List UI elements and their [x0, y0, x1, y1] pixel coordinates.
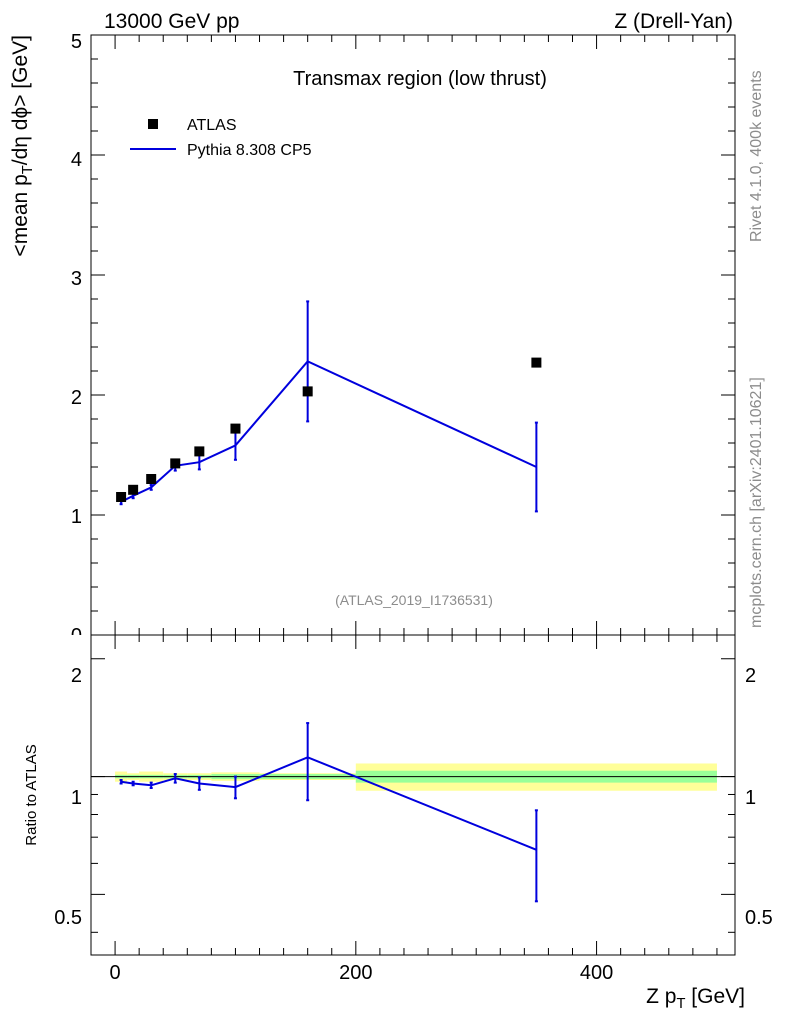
header-right: Z (Drell-Yan)	[614, 10, 733, 33]
data-point	[116, 492, 127, 502]
data-point	[531, 357, 542, 368]
mc-line	[120, 360, 537, 503]
ratio-y-tick-labels-left: 0.5 1 2	[54, 665, 82, 929]
mc-series	[119, 300, 538, 513]
header-left: 13000 GeV pp	[104, 10, 239, 33]
data-point	[146, 474, 157, 484]
y-axis-title: <mean pT/dη dϕ> [GeV]	[9, 35, 36, 257]
ratio-uncertainty-band	[91, 763, 735, 791]
data-point	[230, 423, 241, 434]
legend-data-label: ATLAS	[187, 117, 237, 134]
ratio-tick-label: 2	[71, 665, 82, 687]
analysis-label: (ATLAS_2019_I1736531)	[335, 592, 493, 608]
x-tick-label: 200	[339, 962, 372, 984]
ratio-series	[119, 722, 538, 903]
ratio-tick-label: 1	[71, 787, 82, 809]
y-tick-labels: 1 2 3 4 5	[71, 31, 82, 528]
x-tick-label: 400	[580, 962, 613, 984]
y-tick-label: 1	[71, 506, 82, 528]
rivet-label: Rivet 4.1.0, 400k events	[748, 70, 765, 242]
x-tick-label: 0	[110, 962, 121, 984]
ratio-frame	[90, 634, 736, 956]
ratio-y-tick-labels-right: 0.5 1 2	[745, 665, 773, 929]
data-point	[170, 458, 181, 469]
ratio-tick-label: 0.5	[745, 907, 773, 929]
data-point	[128, 484, 139, 495]
ratio-tick-label: 2	[745, 665, 756, 687]
y-tick-label: 3	[71, 268, 82, 290]
chart-title: Transmax region (low thrust)	[293, 68, 547, 90]
ratio-tick-label: 1	[745, 787, 756, 809]
legend: ATLAS Pythia 8.308 CP5	[130, 117, 312, 159]
ratio-tick-label: 0.5	[54, 907, 82, 929]
ratio-line	[120, 756, 537, 851]
legend-mc-label: Pythia 8.308 CP5	[187, 142, 312, 159]
data-point	[302, 386, 313, 397]
y-zero-clip: 0	[71, 625, 82, 647]
y-tick-label: 2	[71, 387, 82, 409]
axis-ticks	[91, 34, 735, 955]
y-tick-label: 4	[71, 149, 82, 171]
x-tick-labels: 0 200 400	[110, 962, 614, 984]
mcplots-label: mcplots.cern.ch [arXiv:2401.10621]	[748, 377, 765, 628]
y-tick-label: 5	[71, 31, 82, 53]
data-point	[194, 446, 205, 457]
data-series	[116, 357, 542, 502]
x-axis-title: Z pT [GeV]	[646, 985, 745, 1012]
y-tick-label-zero: 0	[71, 625, 82, 647]
legend-data-marker	[148, 119, 158, 129]
ratio-y-axis-title: Ratio to ATLAS	[23, 744, 40, 845]
